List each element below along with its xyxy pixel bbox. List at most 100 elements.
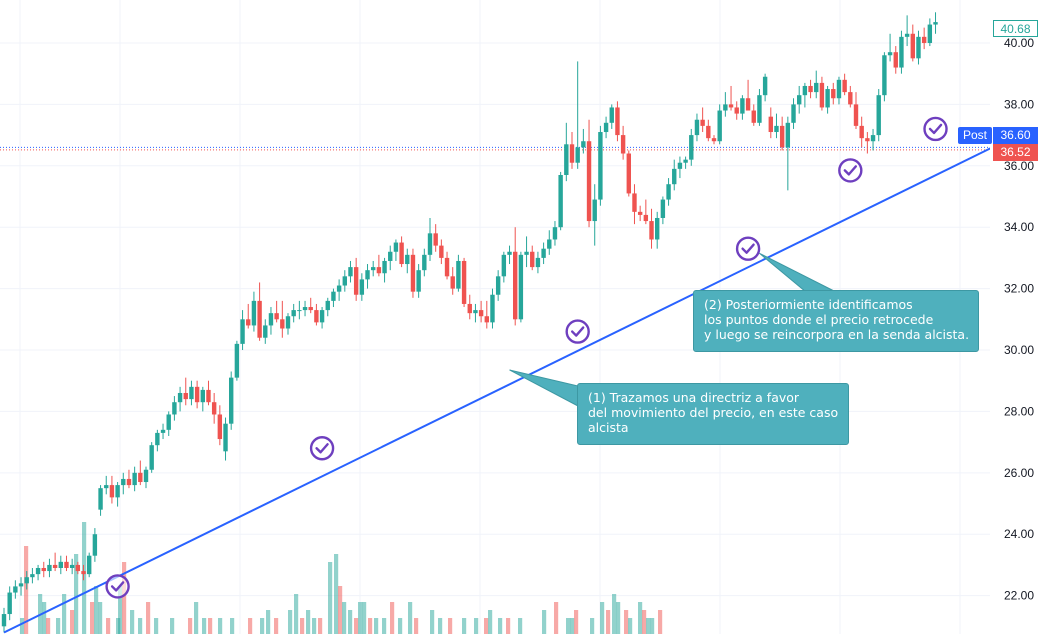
volume-bar xyxy=(106,618,111,634)
candle-body xyxy=(717,110,722,142)
checkmark-icon xyxy=(105,574,130,599)
volume-bar xyxy=(646,618,651,634)
candle-body xyxy=(342,276,347,286)
annotation-2-line-1: (2) Posteriormiente identificamos xyxy=(704,297,913,312)
volume-bar xyxy=(358,602,363,634)
post-price-tag: 36.60 xyxy=(993,127,1038,144)
volume-bar xyxy=(294,594,299,634)
trendline-layer[interactable] xyxy=(3,146,993,634)
candle-body xyxy=(211,402,217,415)
candle-body xyxy=(779,125,785,148)
volume-bar xyxy=(118,586,123,634)
callout-2-pointer xyxy=(759,252,837,293)
volume-bar xyxy=(266,610,271,634)
candle-body xyxy=(64,561,69,568)
candle-body xyxy=(575,147,580,163)
annotation-1-line-2: del movimiento del precio, en este caso xyxy=(588,405,839,420)
volume-bar xyxy=(462,618,467,634)
annotation-1-line-3: alcista xyxy=(588,420,629,435)
volume-bar xyxy=(642,610,647,634)
candle-body xyxy=(348,267,353,277)
volume-bar xyxy=(24,546,29,634)
volume-bar xyxy=(658,610,663,634)
candle-body xyxy=(870,135,876,142)
candle-body xyxy=(518,254,524,320)
price-axis[interactable]: 22.00 24.00 26.00 28.00 30.00 32.00 34.00 36.00… xyxy=(990,0,1041,634)
candle-body xyxy=(308,307,313,311)
candle-body xyxy=(831,89,836,99)
volume-bar xyxy=(574,610,579,634)
price-line-dotted xyxy=(0,146,990,151)
candle-body xyxy=(314,310,319,323)
candle-body xyxy=(382,260,387,274)
candle-body xyxy=(41,567,46,572)
candle-body xyxy=(598,132,603,200)
candle-body xyxy=(405,254,410,265)
candle-body xyxy=(495,276,501,295)
candle-body xyxy=(24,577,29,584)
candle-body xyxy=(160,429,166,433)
volume-bar xyxy=(554,602,559,634)
volume-bar xyxy=(70,610,75,634)
volume-bar xyxy=(42,602,47,634)
candle-body xyxy=(155,432,160,446)
checkmark-icon xyxy=(735,236,761,261)
candle-body xyxy=(263,325,268,338)
candle-body xyxy=(921,36,927,43)
candle-body xyxy=(427,233,433,255)
candle-body xyxy=(530,251,535,268)
candle-body xyxy=(433,233,438,246)
annotation-callout-2[interactable]: (2) Posteriormiente identificamos los pu… xyxy=(693,290,979,352)
checkmark-icon xyxy=(838,158,863,183)
candle-body xyxy=(58,561,63,568)
candle-body xyxy=(711,138,717,142)
candle-body xyxy=(643,214,649,222)
candle-body xyxy=(388,251,393,261)
candle-body xyxy=(865,138,870,142)
candle-body xyxy=(52,564,58,568)
candle-body xyxy=(104,485,109,489)
price-axis-label: 22.00 xyxy=(1004,589,1034,603)
price-axis-label: 32.00 xyxy=(1004,282,1034,296)
volume-bar xyxy=(542,610,547,634)
candle-body xyxy=(138,472,143,483)
candle-body xyxy=(98,488,103,510)
annotation-callout-1[interactable]: (1) Trazamos una directriz a favor del m… xyxy=(577,383,849,445)
volume-bar xyxy=(82,522,87,634)
candle-body xyxy=(399,242,404,265)
volume-bar xyxy=(274,618,279,634)
candle-body xyxy=(143,469,149,483)
volume-bar xyxy=(20,618,25,634)
candle-body xyxy=(444,257,450,277)
candle-body xyxy=(490,294,495,323)
volume-bar xyxy=(312,618,317,634)
volume-bar xyxy=(430,610,435,634)
candle-body xyxy=(768,116,773,133)
candle-body xyxy=(393,242,399,252)
volume-bar xyxy=(202,618,207,634)
candle-body xyxy=(689,135,694,160)
candle-body xyxy=(223,423,228,452)
candle-body xyxy=(586,141,592,222)
candle-body xyxy=(92,534,98,556)
volume-bar xyxy=(518,618,523,634)
volume-bar xyxy=(628,618,633,634)
candlesticks xyxy=(1,12,938,633)
candle-body xyxy=(569,144,575,163)
volume-bar xyxy=(448,618,453,634)
candle-body xyxy=(745,98,751,111)
candle-body xyxy=(547,239,552,249)
candle-body xyxy=(450,276,455,289)
candle-body xyxy=(893,52,898,68)
candle-body xyxy=(410,254,416,292)
candle-body xyxy=(206,389,211,403)
checkmark-tick xyxy=(843,165,858,176)
price-axis-label: 40.00 xyxy=(1004,36,1034,50)
candle-body xyxy=(808,85,813,93)
candle-body xyxy=(234,343,240,378)
volume-bar xyxy=(398,618,403,634)
annotation-2-line-3: y luego se reincorpora en la senda alcis… xyxy=(704,327,970,342)
volume-bar xyxy=(208,618,213,634)
candle-body xyxy=(859,125,864,139)
